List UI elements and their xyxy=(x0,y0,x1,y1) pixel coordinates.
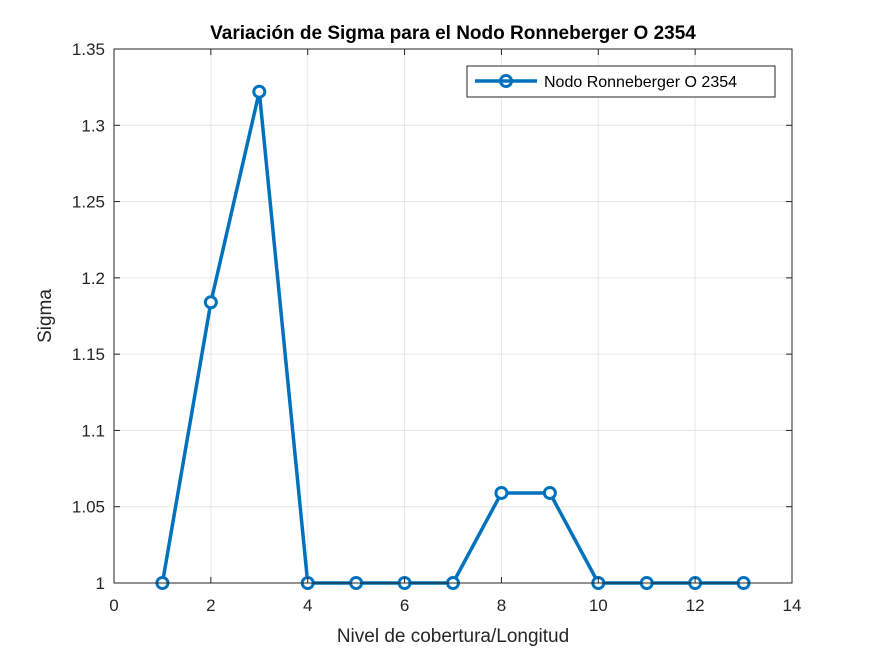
y-tick-label: 1 xyxy=(96,574,105,593)
x-tick-label: 8 xyxy=(497,596,506,615)
x-tick-labels: 0 2 4 6 8 10 12 14 xyxy=(109,596,801,615)
x-tick-label: 14 xyxy=(783,596,802,615)
x-tick-label: 12 xyxy=(686,596,705,615)
x-tick-label: 4 xyxy=(303,596,312,615)
x-tick-label: 2 xyxy=(206,596,215,615)
y-tick-label: 1.15 xyxy=(72,345,105,364)
axis-ticks xyxy=(113,48,793,584)
y-tick-label: 1.25 xyxy=(72,193,105,212)
legend-marker-sample xyxy=(499,74,513,88)
x-tick-label: 0 xyxy=(109,596,118,615)
y-tick-label: 1.05 xyxy=(72,498,105,517)
chart-title: Variación de Sigma para el Nodo Ronneber… xyxy=(210,23,696,44)
plot-area xyxy=(114,49,792,583)
y-axis-label: Sigma xyxy=(35,289,56,343)
y-tick-label: 1.2 xyxy=(81,269,105,288)
y-tick-labels: 1 1.05 1.1 1.15 1.2 1.25 1.3 1.35 xyxy=(72,40,105,593)
data-point-marker xyxy=(542,485,557,500)
data-point-marker xyxy=(494,485,509,500)
data-point-marker xyxy=(252,84,267,99)
x-tick-label: 10 xyxy=(589,596,608,615)
legend-label: Nodo Ronneberger O 2354 xyxy=(544,74,737,91)
x-axis-label: Nivel de cobertura/Longitud xyxy=(337,626,569,647)
x-tick-label: 6 xyxy=(400,596,409,615)
y-tick-label: 1.3 xyxy=(81,116,105,135)
legend: Nodo Ronneberger O 2354 xyxy=(466,65,776,98)
plot-frame xyxy=(113,48,793,584)
data-point-marker xyxy=(203,295,218,310)
y-tick-label: 1.35 xyxy=(72,40,105,59)
y-tick-label: 1.1 xyxy=(81,421,105,440)
